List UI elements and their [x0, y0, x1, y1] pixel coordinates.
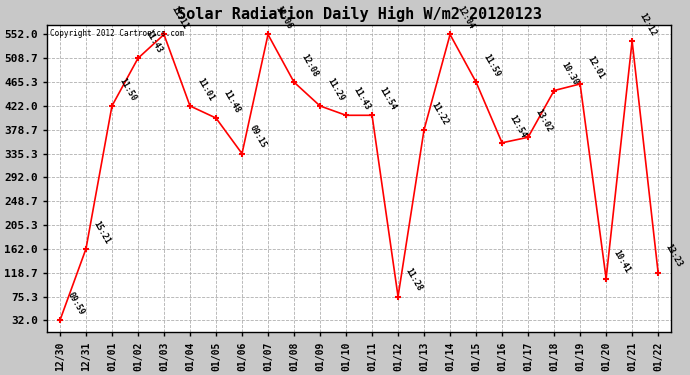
Text: 09:59: 09:59	[66, 291, 86, 317]
Text: 11:54: 11:54	[377, 86, 398, 112]
Text: 11:28: 11:28	[404, 267, 424, 293]
Text: 12:04: 12:04	[455, 5, 476, 31]
Text: 13:23: 13:23	[664, 243, 684, 269]
Text: 15:21: 15:21	[92, 219, 112, 245]
Text: 11:50: 11:50	[117, 76, 138, 102]
Title: Solar Radiation Daily High W/m2 20120123: Solar Radiation Daily High W/m2 20120123	[177, 6, 542, 22]
Text: 11:22: 11:22	[430, 100, 450, 126]
Text: 11:43: 11:43	[144, 28, 164, 55]
Text: 13:02: 13:02	[533, 108, 554, 134]
Text: 12:08: 12:08	[299, 53, 320, 79]
Text: 09:15: 09:15	[248, 124, 268, 150]
Text: 11:48: 11:48	[221, 88, 242, 114]
Text: 12:06: 12:06	[273, 5, 294, 31]
Text: 11:11: 11:11	[170, 5, 190, 31]
Text: Copyright 2012 Cartronics.com: Copyright 2012 Cartronics.com	[50, 29, 184, 38]
Text: 12:54: 12:54	[508, 113, 528, 139]
Text: 10:30: 10:30	[560, 61, 580, 87]
Text: 11:01: 11:01	[195, 76, 216, 102]
Text: 10:41: 10:41	[611, 249, 632, 275]
Text: 11:43: 11:43	[352, 86, 372, 112]
Text: 11:59: 11:59	[482, 53, 502, 79]
Text: 12:12: 12:12	[638, 11, 658, 38]
Text: 11:29: 11:29	[326, 76, 346, 102]
Text: 12:01: 12:01	[586, 54, 606, 80]
